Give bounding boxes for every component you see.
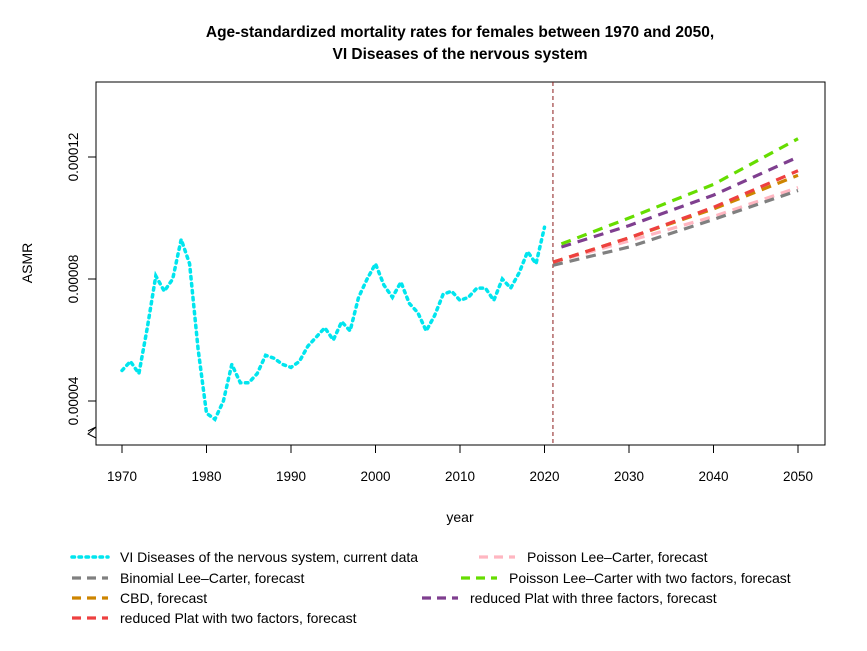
series-layer (120, 137, 799, 422)
x-tick-label: 2010 (445, 469, 475, 484)
chart-title: Age-standardized mortality rates for fem… (206, 24, 714, 41)
legend-label: Poisson Lee–Carter, forecast (527, 549, 708, 565)
series-line (552, 169, 799, 264)
y-axis-label: ASMR (19, 243, 35, 283)
y-axis: 0.00004 0.00008 0.00012 (66, 133, 97, 439)
legend: VI Diseases of the nervous system, curre… (70, 549, 791, 626)
x-tick-label: 2000 (360, 469, 390, 484)
plot-frame (95, 81, 826, 446)
series-line (560, 155, 799, 249)
y-tick-label: 0.00004 (66, 376, 81, 425)
series-line (120, 225, 547, 422)
legend-label: Poisson Lee–Carter with two factors, for… (509, 570, 791, 586)
legend-label: reduced Plat with two factors, forecast (120, 610, 357, 626)
x-axis: 1970 1980 1990 2000 2010 2020 2030 2040 2050 (107, 444, 813, 484)
series-line (552, 188, 799, 267)
x-tick-label: 1970 (107, 469, 137, 484)
series-line (560, 137, 799, 246)
legend-label: reduced Plat with three factors, forecas… (470, 590, 717, 606)
legend-label: VI Diseases of the nervous system, curre… (120, 549, 418, 565)
y-axis-break-mark (87, 426, 97, 439)
y-tick-label: 0.00008 (66, 255, 81, 304)
y-tick-label: 0.00012 (66, 133, 81, 182)
legend-label: Binomial Lee–Carter, forecast (120, 570, 305, 586)
x-tick-label: 1980 (191, 469, 221, 484)
x-tick-label: 2030 (614, 469, 644, 484)
x-tick-label: 2040 (698, 469, 728, 484)
legend-label: CBD, forecast (120, 590, 207, 606)
x-axis-label: year (446, 509, 474, 525)
x-tick-label: 1990 (276, 469, 306, 484)
chart-subtitle: VI Diseases of the nervous system (332, 46, 587, 63)
x-tick-label: 2020 (529, 469, 559, 484)
x-tick-label: 2050 (783, 469, 813, 484)
